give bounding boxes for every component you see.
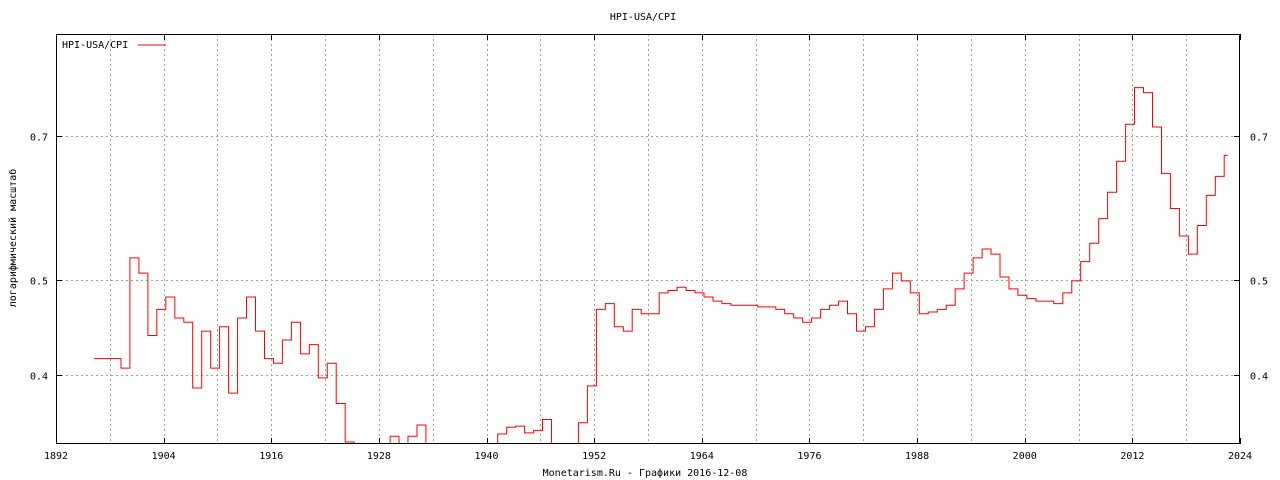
x-tick-label: 2000 — [1013, 451, 1037, 462]
x-tick-label: 1988 — [905, 451, 929, 462]
legend: HPI-USA/CPI — [62, 40, 166, 51]
series-lines — [94, 87, 1228, 444]
x-tick-label: 1892 — [44, 451, 68, 462]
x-tick-label: 1964 — [690, 451, 714, 462]
x-tick-label: 2024 — [1228, 451, 1252, 462]
y-tick-labels: 0.4 0.4 0.5 0.5 0.7 0.7 — [30, 133, 1268, 383]
y-tick-label-left: 0.4 — [30, 372, 48, 383]
y-tick-label-right: 0.7 — [1250, 133, 1268, 144]
x-tick-label: 2012 — [1120, 451, 1144, 462]
x-tick-label: 1916 — [259, 451, 283, 462]
series-line-hpi-usa-cpi — [94, 87, 1228, 444]
x-tick-label: 1976 — [797, 451, 821, 462]
x-tick-labels: 1892 1904 1916 1928 1940 1952 1964 1976 1988 2000… — [44, 451, 1252, 462]
x-tick-label: 1904 — [152, 451, 176, 462]
y-tick-label-right: 0.4 — [1250, 372, 1268, 383]
chart-title: HPI-USA/CPI — [610, 12, 676, 23]
plot-frame — [56, 34, 1240, 444]
x-tick-label: 1940 — [474, 451, 498, 462]
legend-label-hpi-usa-cpi: HPI-USA/CPI — [62, 40, 128, 51]
y-tick-label-left: 0.5 — [30, 277, 48, 288]
y-tick-label-right: 0.5 — [1250, 277, 1268, 288]
grid-lines — [56, 34, 1240, 444]
y-axis-label: логарифмический масштаб — [7, 169, 19, 307]
x-tick-label: 1928 — [367, 451, 391, 462]
x-axis-label: Monetarism.Ru - Графики 2016-12-08 — [543, 467, 748, 479]
x-tick-label: 1952 — [582, 451, 606, 462]
y-tick-label-left: 0.7 — [30, 133, 48, 144]
